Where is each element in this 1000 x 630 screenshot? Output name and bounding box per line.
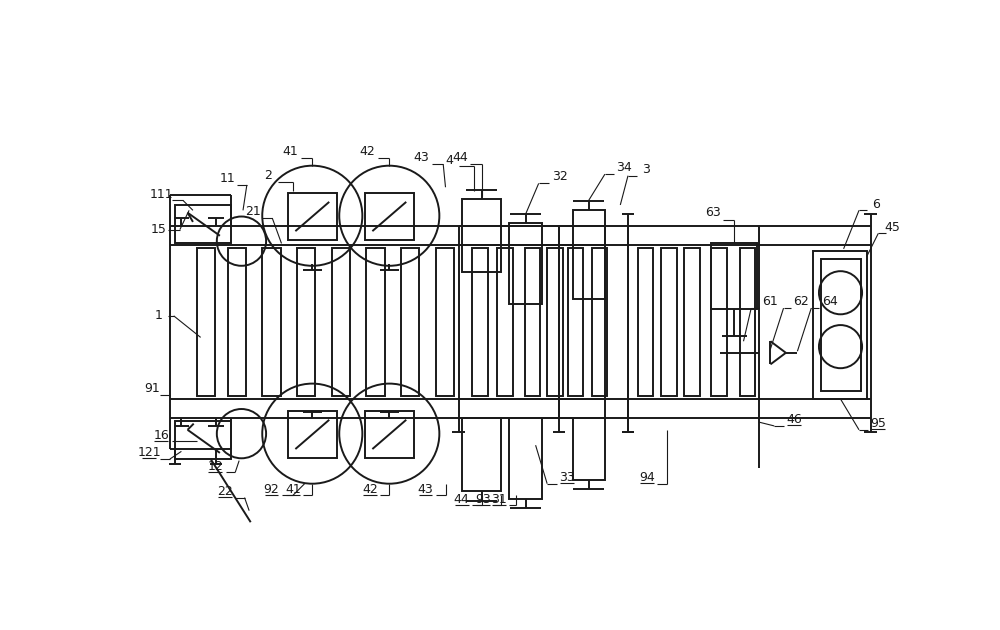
Bar bbox=[525, 248, 540, 396]
Bar bbox=[638, 248, 653, 396]
Bar bbox=[297, 248, 315, 396]
Text: 46: 46 bbox=[786, 413, 802, 427]
Text: 92: 92 bbox=[264, 483, 279, 496]
Bar bbox=[509, 224, 542, 304]
Text: 44: 44 bbox=[452, 151, 468, 164]
Text: 42: 42 bbox=[360, 144, 376, 158]
Text: 91: 91 bbox=[144, 382, 160, 396]
Text: 32: 32 bbox=[552, 170, 567, 183]
Text: 121: 121 bbox=[137, 447, 161, 459]
Text: 3: 3 bbox=[643, 163, 650, 176]
Bar bbox=[197, 248, 215, 396]
Text: 6: 6 bbox=[872, 198, 880, 210]
Text: 21: 21 bbox=[245, 205, 261, 219]
Text: 64: 64 bbox=[822, 295, 838, 307]
Text: 95: 95 bbox=[870, 417, 886, 430]
Bar bbox=[175, 205, 231, 243]
Bar bbox=[568, 248, 583, 396]
Bar bbox=[436, 248, 454, 396]
Bar bbox=[684, 248, 700, 396]
Text: 43: 43 bbox=[418, 483, 433, 496]
Text: 41: 41 bbox=[283, 144, 299, 158]
Bar bbox=[711, 243, 757, 309]
Text: 62: 62 bbox=[793, 295, 809, 307]
Text: 12: 12 bbox=[207, 461, 223, 473]
Bar bbox=[661, 248, 677, 396]
Bar bbox=[288, 411, 337, 458]
Bar bbox=[711, 248, 727, 396]
Text: 44: 44 bbox=[454, 493, 470, 507]
Bar bbox=[175, 421, 231, 459]
Bar bbox=[365, 193, 414, 241]
Bar bbox=[547, 248, 563, 396]
Bar bbox=[472, 248, 488, 396]
Text: 34: 34 bbox=[616, 161, 632, 174]
Text: 93: 93 bbox=[475, 493, 491, 507]
Bar bbox=[497, 248, 512, 396]
Text: 11: 11 bbox=[220, 171, 235, 185]
Text: 45: 45 bbox=[884, 220, 900, 234]
Bar bbox=[365, 411, 414, 458]
Text: 22: 22 bbox=[217, 485, 233, 498]
Bar bbox=[740, 248, 755, 396]
Text: 41: 41 bbox=[285, 483, 301, 496]
Text: 111: 111 bbox=[150, 188, 173, 201]
Text: 61: 61 bbox=[762, 295, 778, 307]
Bar bbox=[462, 418, 501, 491]
Text: 63: 63 bbox=[706, 206, 721, 219]
Text: 4: 4 bbox=[445, 154, 453, 167]
Text: 16: 16 bbox=[154, 428, 169, 442]
Text: 15: 15 bbox=[150, 223, 166, 236]
Bar bbox=[813, 251, 867, 399]
Bar bbox=[228, 248, 246, 396]
Text: 1: 1 bbox=[154, 309, 162, 323]
Bar bbox=[573, 210, 605, 299]
Bar bbox=[366, 248, 385, 396]
Bar bbox=[509, 418, 542, 499]
Bar bbox=[592, 248, 607, 396]
Text: 33: 33 bbox=[559, 471, 575, 484]
Bar bbox=[262, 248, 281, 396]
Bar bbox=[573, 418, 605, 480]
Text: 94: 94 bbox=[639, 471, 655, 484]
Bar bbox=[332, 248, 350, 396]
Bar bbox=[820, 259, 861, 391]
Bar bbox=[401, 248, 419, 396]
Text: 42: 42 bbox=[362, 483, 378, 496]
Bar bbox=[288, 193, 337, 241]
Text: 31: 31 bbox=[491, 493, 507, 507]
Text: 43: 43 bbox=[414, 151, 430, 164]
Text: 2: 2 bbox=[264, 169, 272, 182]
Bar bbox=[462, 199, 501, 272]
